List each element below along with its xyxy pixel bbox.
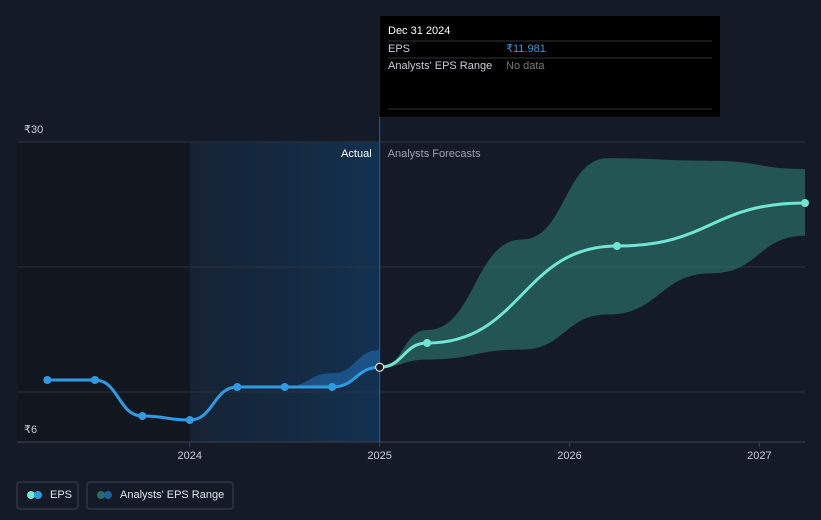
range-area (284, 350, 380, 387)
y-tick-label: ₹30 (24, 124, 43, 136)
x-tick-label: 2024 (178, 450, 202, 462)
eps-point (423, 339, 432, 347)
eps-line (379, 201, 806, 369)
legend-label: Analysts' EPS Range (120, 489, 224, 501)
legend-swatch (97, 491, 105, 499)
x-tick-label: 2025 (367, 450, 391, 462)
actual-label: Actual (341, 148, 372, 160)
eps-point (233, 383, 242, 391)
legend: EPS Analysts' EPS Range (16, 481, 234, 510)
legend-item[interactable] (86, 481, 234, 510)
eps-point (613, 242, 622, 250)
legend-swatch (104, 491, 112, 499)
tooltip-value: No data (506, 60, 545, 72)
legend-swatch (34, 491, 42, 499)
x-tick-label: 2027 (747, 450, 771, 462)
legend-swatch (27, 491, 35, 499)
eps-point (328, 383, 337, 391)
eps-point (375, 362, 385, 372)
tooltip-label: EPS (388, 43, 410, 55)
tooltip-label: Analysts' EPS Range (388, 60, 492, 72)
tooltip-date: Dec 31 2024 (388, 25, 450, 37)
range-area (379, 158, 805, 368)
tooltip-box (380, 16, 720, 117)
eps-point (43, 376, 52, 384)
eps-point (280, 383, 289, 391)
legend-item[interactable] (16, 481, 79, 510)
history-shade (17, 142, 190, 442)
tooltip-value: ₹11.981 (506, 43, 546, 55)
eps-point (185, 416, 194, 424)
legend-label: EPS (50, 489, 72, 501)
y-tick-label: ₹6 (24, 424, 37, 436)
forecast-label: Analysts Forecasts (388, 148, 481, 160)
eps-point (801, 199, 809, 207)
x-tick-label: 2026 (557, 450, 581, 462)
eps-point (90, 376, 99, 384)
tooltip: Dec 31 2024 EPS ₹11.981 Analysts' EPS Ra… (380, 16, 720, 117)
eps-point (138, 412, 147, 420)
